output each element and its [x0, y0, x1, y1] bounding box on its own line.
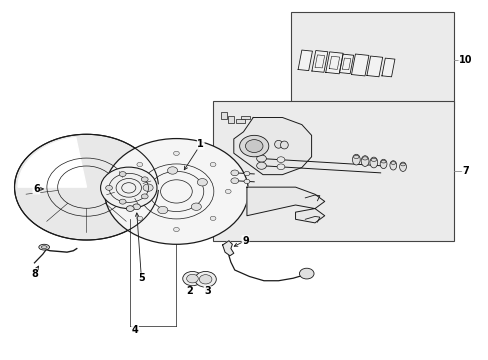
- Text: 5: 5: [138, 273, 144, 283]
- Ellipse shape: [379, 159, 386, 168]
- Ellipse shape: [400, 163, 405, 166]
- Text: 8: 8: [31, 269, 38, 279]
- Polygon shape: [325, 52, 343, 74]
- Circle shape: [245, 140, 263, 153]
- Ellipse shape: [352, 154, 360, 165]
- Circle shape: [299, 268, 313, 279]
- Ellipse shape: [370, 158, 376, 161]
- Circle shape: [277, 164, 285, 170]
- Circle shape: [143, 184, 153, 192]
- Ellipse shape: [389, 161, 396, 170]
- Circle shape: [126, 206, 134, 211]
- Text: 3: 3: [204, 287, 210, 296]
- Circle shape: [183, 271, 202, 286]
- Text: 9: 9: [242, 236, 248, 246]
- Ellipse shape: [274, 140, 282, 148]
- Ellipse shape: [361, 156, 368, 166]
- Polygon shape: [381, 58, 394, 77]
- Circle shape: [167, 167, 177, 174]
- Polygon shape: [298, 50, 312, 71]
- Circle shape: [210, 162, 216, 167]
- Circle shape: [277, 157, 285, 162]
- Polygon shape: [233, 117, 311, 175]
- Polygon shape: [246, 187, 324, 223]
- Polygon shape: [351, 54, 368, 76]
- Ellipse shape: [399, 162, 406, 171]
- Bar: [228, 116, 234, 123]
- Bar: [221, 112, 226, 118]
- Text: 2: 2: [186, 287, 193, 296]
- Circle shape: [173, 228, 179, 231]
- Text: 6: 6: [33, 184, 40, 194]
- Circle shape: [158, 206, 167, 214]
- Circle shape: [141, 177, 148, 182]
- Circle shape: [104, 139, 248, 244]
- Ellipse shape: [39, 244, 49, 250]
- Circle shape: [186, 274, 198, 283]
- Ellipse shape: [280, 141, 287, 149]
- Circle shape: [256, 162, 266, 169]
- Circle shape: [199, 275, 211, 284]
- Circle shape: [105, 185, 112, 190]
- Circle shape: [195, 271, 216, 287]
- Ellipse shape: [390, 162, 395, 165]
- Polygon shape: [366, 56, 382, 77]
- Circle shape: [141, 194, 148, 199]
- Bar: [212, 102, 453, 241]
- Text: 7: 7: [462, 166, 468, 176]
- Circle shape: [230, 170, 238, 176]
- Circle shape: [119, 199, 126, 204]
- Circle shape: [137, 162, 142, 167]
- Circle shape: [137, 216, 142, 220]
- Circle shape: [239, 135, 268, 157]
- Circle shape: [210, 216, 216, 220]
- Polygon shape: [222, 241, 233, 256]
- Ellipse shape: [41, 246, 47, 249]
- Ellipse shape: [362, 157, 367, 160]
- Circle shape: [191, 203, 201, 210]
- Circle shape: [119, 172, 126, 176]
- Polygon shape: [339, 54, 353, 74]
- Circle shape: [122, 189, 127, 194]
- Ellipse shape: [353, 156, 358, 158]
- Circle shape: [256, 155, 266, 162]
- Circle shape: [197, 179, 207, 186]
- Ellipse shape: [369, 157, 377, 168]
- Polygon shape: [18, 138, 86, 187]
- Text: 1: 1: [197, 139, 203, 149]
- Bar: [236, 119, 244, 123]
- Text: 4: 4: [131, 325, 138, 335]
- Text: 10: 10: [458, 55, 471, 65]
- Circle shape: [244, 179, 249, 184]
- Bar: [290, 12, 453, 109]
- Circle shape: [132, 204, 140, 210]
- Circle shape: [225, 189, 231, 194]
- Ellipse shape: [381, 160, 385, 163]
- Circle shape: [15, 134, 158, 240]
- Circle shape: [244, 171, 249, 176]
- Circle shape: [230, 178, 238, 184]
- Circle shape: [101, 167, 157, 208]
- Bar: [241, 116, 249, 119]
- Circle shape: [173, 151, 179, 156]
- Polygon shape: [311, 50, 327, 72]
